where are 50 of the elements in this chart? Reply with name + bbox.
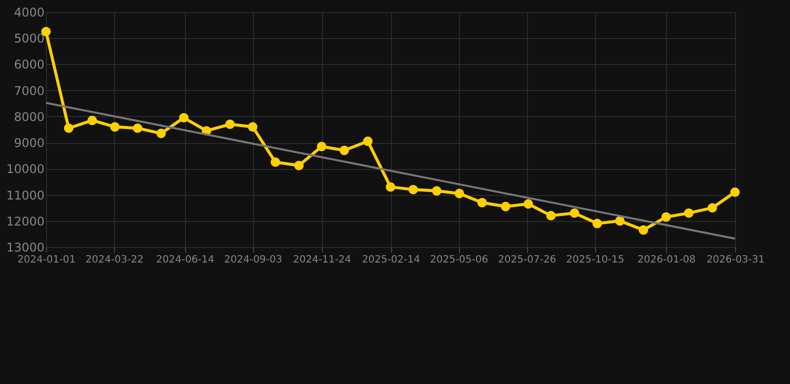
point (592, 218, 602, 228)
point (316, 142, 326, 152)
point (87, 116, 97, 126)
point (132, 123, 142, 133)
x-tick-label: 2026-03-31 (706, 254, 765, 266)
point (156, 128, 166, 138)
point (270, 157, 280, 167)
x-tick-label: 2024-01-01 (17, 254, 76, 266)
point (408, 184, 418, 194)
point (524, 199, 534, 209)
point (179, 113, 189, 122)
point (661, 212, 671, 222)
point (684, 208, 694, 218)
y-tick-label: 6000 (14, 58, 44, 72)
x-tick-label: 2024-03-22 (85, 254, 144, 266)
y-tick-label: 9000 (14, 136, 44, 150)
point (294, 160, 304, 170)
y-tick-label: 7000 (14, 84, 44, 98)
x-tick-label: 2026-01-08 (638, 254, 696, 266)
x-tick-label: 2025-07-26 (498, 254, 556, 266)
x-tick-label: 2025-02-14 (362, 254, 420, 266)
x-tick-label: 2025-05-06 (430, 254, 488, 266)
y-tick-label: 13000 (6, 240, 44, 254)
point (570, 208, 580, 218)
point (454, 188, 464, 198)
point (386, 182, 396, 192)
point (615, 216, 625, 226)
x-tick-label: 2024-06-14 (156, 254, 214, 266)
y-tick-label: 8000 (14, 110, 44, 124)
point (110, 122, 120, 132)
point (638, 225, 648, 235)
point (225, 120, 235, 130)
point (730, 187, 740, 197)
y-tick-label: 5000 (14, 32, 44, 46)
y-tick-label: 4000 (14, 6, 44, 20)
x-tick-label: 2024-11-24 (293, 254, 352, 266)
point (363, 136, 373, 146)
point (248, 122, 258, 132)
point (432, 186, 442, 196)
point (708, 203, 718, 213)
point (477, 198, 487, 208)
x-tick-label: 2025-10-15 (566, 254, 624, 266)
point (500, 202, 510, 212)
y-tick-label: 10000 (6, 162, 44, 176)
y-tick-label: 12000 (6, 214, 44, 228)
point (546, 210, 556, 220)
y-tick-label: 11000 (6, 188, 44, 202)
point (64, 123, 74, 133)
point (340, 146, 350, 156)
x-tick-label: 2024-09-03 (224, 254, 282, 266)
